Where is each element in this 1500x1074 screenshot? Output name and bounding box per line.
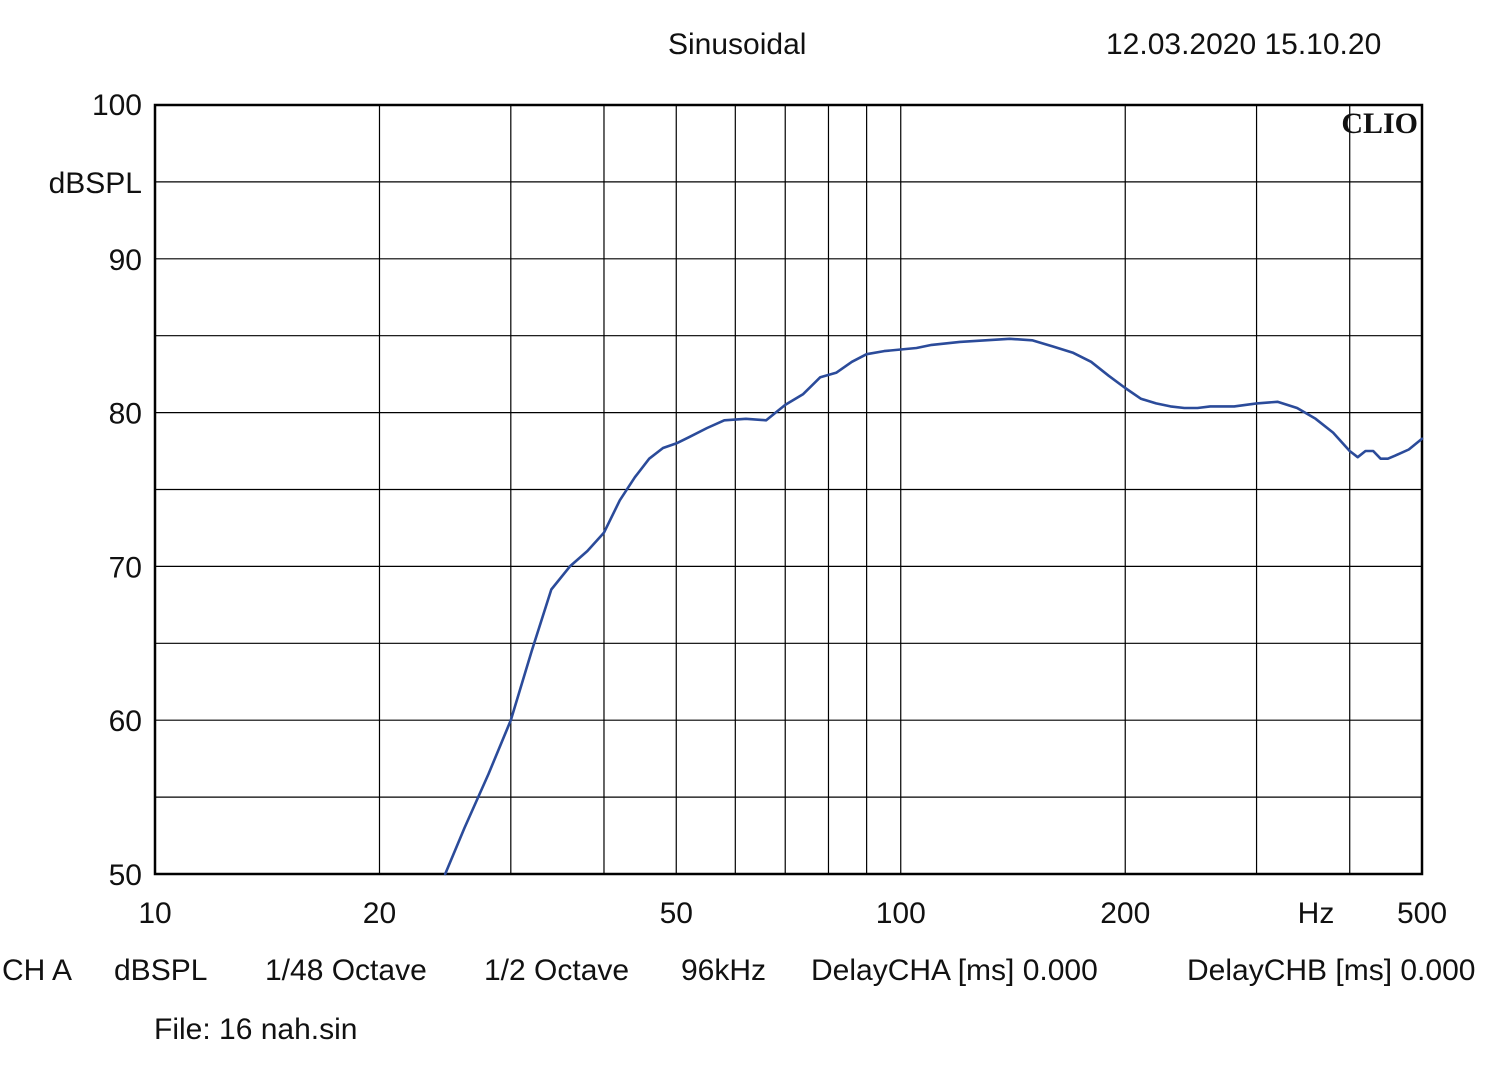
x-tick-label: 50 <box>660 897 693 930</box>
grid <box>155 105 1422 874</box>
plot-frame <box>153 103 1424 876</box>
file-label: File: 16 nah.sin <box>154 1013 358 1046</box>
x-tick-label: 100 <box>876 897 926 930</box>
sample-rate-label: 96kHz <box>681 954 767 987</box>
smoothing-label: 1/2 Octave <box>484 954 630 987</box>
delay-cha-label: DelayCHA [ms] 0.000 <box>811 954 1098 987</box>
y-tick-label: 100 <box>92 89 142 122</box>
x-tick-label: 10 <box>138 897 171 930</box>
clio-logo: CLIO <box>1341 107 1418 140</box>
x-tick-label: 500 <box>1397 897 1447 930</box>
timestamp: 12.03.2020 15.10.20 <box>1106 28 1382 61</box>
x-tick-label: 200 <box>1100 897 1150 930</box>
channel-label: CH A <box>2 954 73 987</box>
tick-labels: 100 dBSPL 90 80 70 60 50 10 20 50 100 200 Hz 500 <box>49 89 1447 930</box>
chart-title: Sinusoidal <box>668 28 807 61</box>
y-tick-label: dBSPL <box>49 167 142 200</box>
y-tick-label: 50 <box>109 859 142 892</box>
delay-chb-label: DelayCHB [ms] 0.000 <box>1187 954 1476 987</box>
y-tick-label: 70 <box>109 551 142 584</box>
x-tick-label: Hz <box>1298 897 1335 930</box>
unit-label: dBSPL <box>114 954 208 987</box>
y-tick-label: 80 <box>109 398 142 431</box>
x-tick-label: 20 <box>363 897 396 930</box>
y-tick-label: 90 <box>109 244 142 277</box>
series-line <box>443 337 1424 876</box>
y-tick-label: 60 <box>109 705 142 738</box>
resolution-label: 1/48 Octave <box>265 954 427 987</box>
